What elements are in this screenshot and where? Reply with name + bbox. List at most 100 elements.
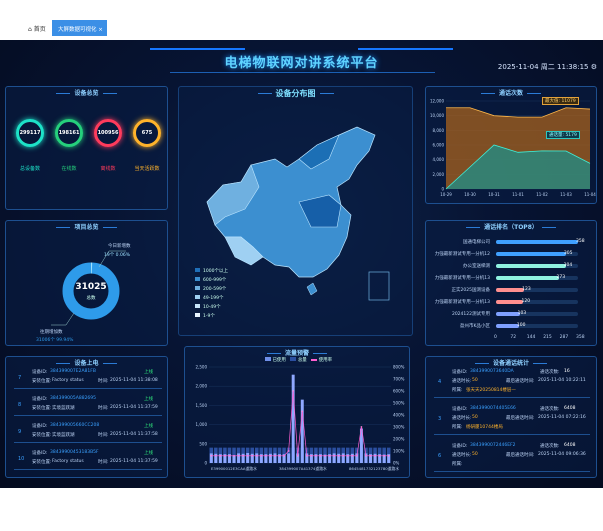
traffic-ytick: 1,500 — [196, 403, 208, 408]
divider — [434, 471, 590, 472]
legend-item: 10-49个 — [195, 304, 228, 310]
traffic-y2tick: 100% — [393, 449, 405, 454]
cs-index: 4 — [438, 379, 442, 385]
legend-item: 200-599个 — [195, 286, 228, 292]
uplink-index: 9 — [18, 429, 22, 435]
today-pct: 0.06% — [115, 253, 130, 258]
cs-id[interactable]: 3843990074405E66 — [470, 406, 516, 411]
divider — [434, 397, 590, 398]
rank-track — [496, 300, 578, 304]
map-panel: 设备分布图 1000个以上 600-999个 200-599个 49-199个 10-4… — [178, 86, 413, 336]
history-pct: 99.94% — [56, 338, 74, 343]
map-region-southwest — [224, 236, 264, 266]
tab-label: 大屏数据可视化 — [58, 27, 97, 33]
today-label: 今日新增数 — [108, 244, 131, 249]
project-total-label: 总数 — [86, 296, 96, 301]
traffic-bar-used — [209, 453, 213, 463]
traffic-bar-used — [214, 453, 218, 463]
legend-label: 200-599个 — [203, 287, 227, 292]
history-stats: 31006个 99.94% — [36, 337, 73, 343]
rank-track — [496, 324, 578, 328]
legend-item: 1-9个 — [195, 313, 228, 319]
traffic-bar-used — [228, 454, 231, 463]
uplink-id[interactable]: 384399005660CC208 — [50, 423, 100, 428]
callstats-title: 设备通话统计 — [426, 358, 596, 367]
traffic-y2tick: 300% — [393, 425, 405, 430]
cs-id[interactable]: 3843990072446EF2 — [470, 443, 516, 448]
gear-icon[interactable]: ⚙ — [590, 63, 597, 71]
traffic-bar-used — [323, 454, 327, 463]
uplink-id[interactable]: 38439900453183B5F — [50, 450, 99, 455]
traffic-bar-used — [296, 453, 300, 463]
calls-line-series — [446, 107, 591, 118]
rank-tick: 215 — [543, 335, 552, 340]
ranking-title: 通话排名（TOP8） — [426, 222, 596, 231]
uplink-panel: 设备上电 7 设备ID: 384399007E2A81FB 上线 安装位置: Factor… — [5, 356, 168, 478]
rank-value: 123 — [522, 287, 531, 292]
rank-bar — [496, 324, 519, 328]
traffic-ytick: 2,500 — [196, 365, 208, 370]
rank-tick: 72 — [510, 335, 517, 340]
rank-value: 273 — [556, 275, 566, 280]
legend-swatch-used — [265, 357, 271, 361]
traffic-bar-used — [287, 453, 291, 463]
rank-name: 力强最新测试专用—分机13 — [434, 300, 490, 305]
overview-label: 总设备数 — [19, 166, 40, 172]
uplink-time: 2025-11-04 11:37:59 — [110, 459, 158, 464]
uplink-status: 上线 — [144, 424, 153, 429]
legend-rate: 使用率 — [318, 358, 333, 363]
calls-ytick: 12,000 — [430, 99, 444, 104]
rank-name: 2024122测试专用 — [451, 312, 490, 317]
rank-track — [496, 288, 578, 292]
uplink-id[interactable]: 384399005A882695 — [50, 396, 97, 401]
uplink-id[interactable]: 384399007E2A81FB — [50, 369, 96, 374]
traffic-xtick: 384399007A41374道路水 — [279, 466, 327, 471]
cs-duration-label: 通话时长: — [452, 453, 472, 458]
uplink-loc-label: 安装位置: — [32, 379, 52, 384]
traffic-xtick: E39900012E3CAA道路水 — [211, 466, 257, 471]
uplink-loc: Factory status — [52, 378, 84, 383]
traffic-bar-used — [364, 453, 368, 463]
traffic-bar-used — [246, 453, 250, 463]
traffic-bar-used — [291, 374, 295, 463]
rank-track — [496, 312, 578, 316]
cs-id[interactable]: 3843990073640DA — [470, 369, 514, 374]
history-label: 往期增加数 — [40, 330, 63, 335]
rank-name: 力强最新测试专用—分机13 — [434, 276, 490, 281]
divider — [434, 434, 590, 435]
cs-count-label: 通话次数: — [540, 370, 560, 375]
ranking-panel: 通话排名（TOP8） 国通电梯公司 358 力强最新测试专用—分机12 305 办公室送… — [425, 220, 597, 346]
cs-index: 3 — [438, 416, 442, 422]
traffic-y2tick: 500% — [393, 401, 405, 406]
home-link[interactable]: ⌂ 首页 — [28, 24, 46, 33]
rank-bar — [496, 240, 578, 244]
home-label: 首页 — [33, 26, 46, 33]
calls-xtick: 11-04 — [584, 192, 596, 197]
traffic-ytick: 2,000 — [196, 384, 208, 389]
calls-ytick: 10,000 — [430, 113, 444, 118]
rank-tick: 0 — [494, 335, 497, 340]
overview-value: 675 — [133, 119, 161, 147]
calls-panel: 通话次数 12,000 10,000 8,000 6,000 4,000 2,000 0 10… — [425, 86, 597, 204]
cs-loc: 张天天20250814楼层— — [466, 388, 516, 393]
traffic-bar-used — [341, 453, 345, 463]
legend-swatch-total — [290, 357, 297, 361]
traffic-y2tick: 200% — [393, 437, 405, 442]
calls-ytick: 6,000 — [433, 143, 445, 148]
calls-tooltip-value: 通话量: 5179 — [546, 131, 580, 139]
rank-value: 304 — [563, 263, 573, 268]
legend-swatch — [195, 313, 200, 317]
rank-value: 100 — [516, 323, 526, 328]
traffic-bar-used — [273, 453, 277, 463]
map-title: 设备分布图 — [179, 88, 412, 99]
close-icon[interactable]: × — [98, 27, 103, 33]
cs-last-label: 最后通话时间: — [506, 416, 535, 421]
tab-dashboard[interactable]: 大屏数据可视化 × — [52, 20, 107, 36]
traffic-bar-used — [259, 454, 263, 463]
rank-bar — [496, 300, 524, 304]
traffic-bar-used — [250, 453, 254, 463]
traffic-rate-line — [211, 390, 389, 457]
traffic-bar-used — [264, 454, 268, 463]
calls-ytick: 0 — [441, 187, 444, 192]
cs-duration: 50 — [472, 415, 478, 420]
